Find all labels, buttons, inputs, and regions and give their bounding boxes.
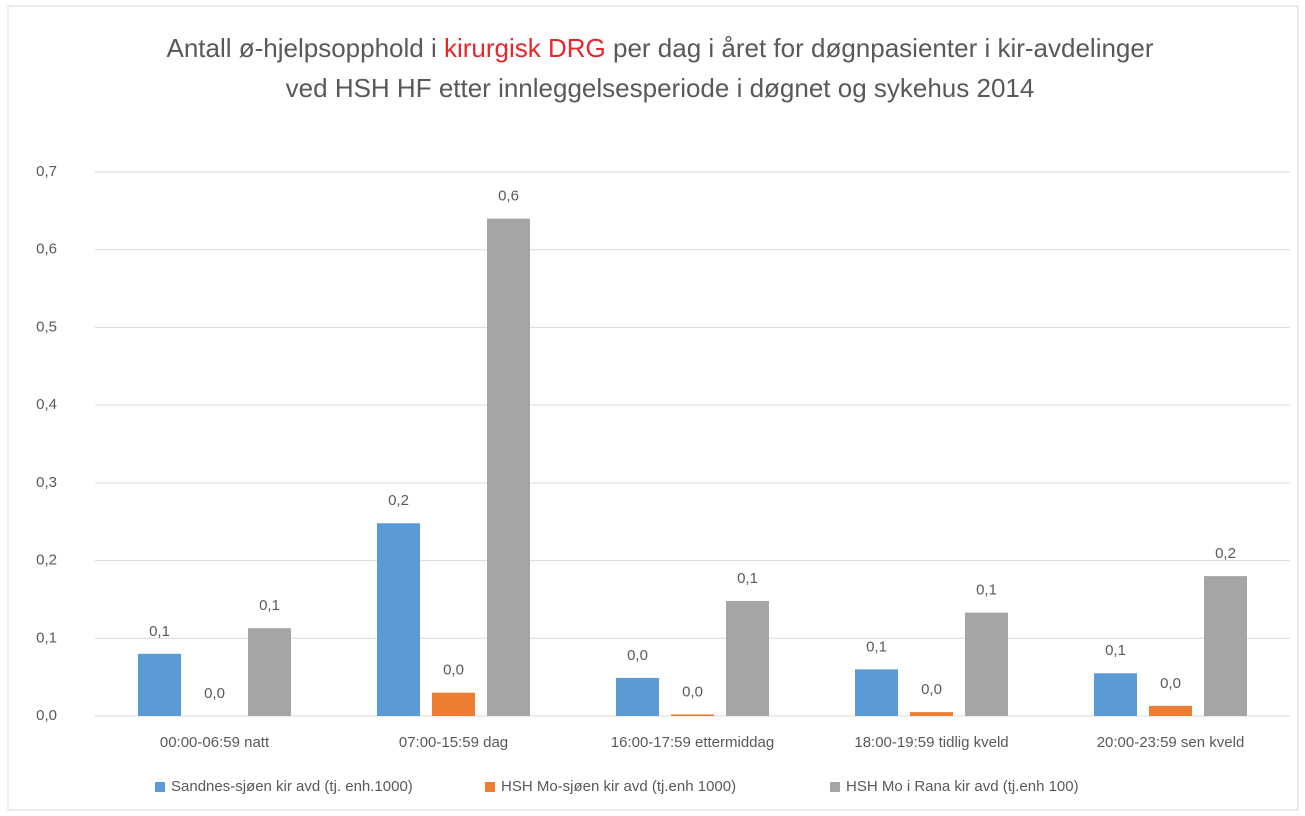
bar (138, 653, 181, 716)
legend-swatch (155, 782, 165, 792)
bar (910, 712, 953, 716)
x-tick-label: 07:00-15:59 dag (399, 734, 508, 751)
legend-label: HSH Mo-sjøen kir avd (tj.enh 1000) (501, 778, 736, 795)
bar (726, 600, 769, 716)
chart-title: Antall ø-hjelpsopphold i kirurgisk DRG p… (150, 28, 1170, 108)
y-tick-label: 0,0 (36, 707, 57, 724)
title-highlight: kirurgisk DRG (443, 33, 606, 63)
y-tick-label: 0,5 (36, 318, 57, 335)
value-label: 0,1 (737, 570, 758, 587)
bar (855, 669, 898, 716)
x-tick-label: 20:00-23:59 sen kveld (1097, 734, 1245, 751)
bar (1204, 576, 1247, 716)
bar (248, 628, 291, 716)
x-tick-label: 18:00-19:59 tidlig kveld (854, 734, 1008, 751)
x-tick-label: 16:00-17:59 ettermiddag (611, 734, 774, 751)
value-label: 0,1 (1105, 642, 1126, 659)
bar (1149, 705, 1192, 716)
bar (487, 218, 530, 716)
value-label: 0,0 (1160, 675, 1181, 692)
y-tick-label: 0,7 (36, 163, 57, 180)
value-label: 0,1 (149, 623, 170, 640)
value-label: 0,1 (866, 638, 887, 655)
value-label: 0,1 (259, 597, 280, 614)
legend-swatch (830, 782, 840, 792)
legend-label: HSH Mo i Rana kir avd (tj.enh 100) (846, 778, 1079, 795)
y-tick-label: 0,3 (36, 474, 57, 491)
bar (432, 692, 475, 716)
x-tick-label: 00:00-06:59 natt (160, 734, 270, 751)
value-label: 0,2 (1215, 545, 1236, 562)
legend-label: Sandnes-sjøen kir avd (tj. enh.1000) (171, 778, 413, 795)
bar (965, 612, 1008, 716)
bar (377, 523, 420, 716)
value-label: 0,1 (976, 582, 997, 599)
y-tick-label: 0,4 (36, 396, 57, 413)
value-label: 0,6 (498, 188, 519, 205)
y-tick-label: 0,2 (36, 552, 57, 569)
value-label: 0,0 (204, 685, 225, 702)
value-label: 0,0 (627, 647, 648, 664)
title-part: per dag i året for døgnpasienter i kir-a… (285, 33, 1154, 103)
value-label: 0,2 (388, 492, 409, 509)
y-tick-label: 0,1 (36, 629, 57, 646)
chart-border (7, 5, 1299, 811)
y-tick-label: 0,6 (36, 241, 57, 258)
value-label: 0,0 (443, 662, 464, 679)
value-label: 0,0 (682, 683, 703, 700)
bar (671, 714, 714, 716)
bar (1094, 673, 1137, 716)
bar (616, 677, 659, 716)
legend-swatch (485, 782, 495, 792)
value-label: 0,0 (921, 681, 942, 698)
title-part: Antall ø-hjelpsopphold i (166, 33, 444, 63)
